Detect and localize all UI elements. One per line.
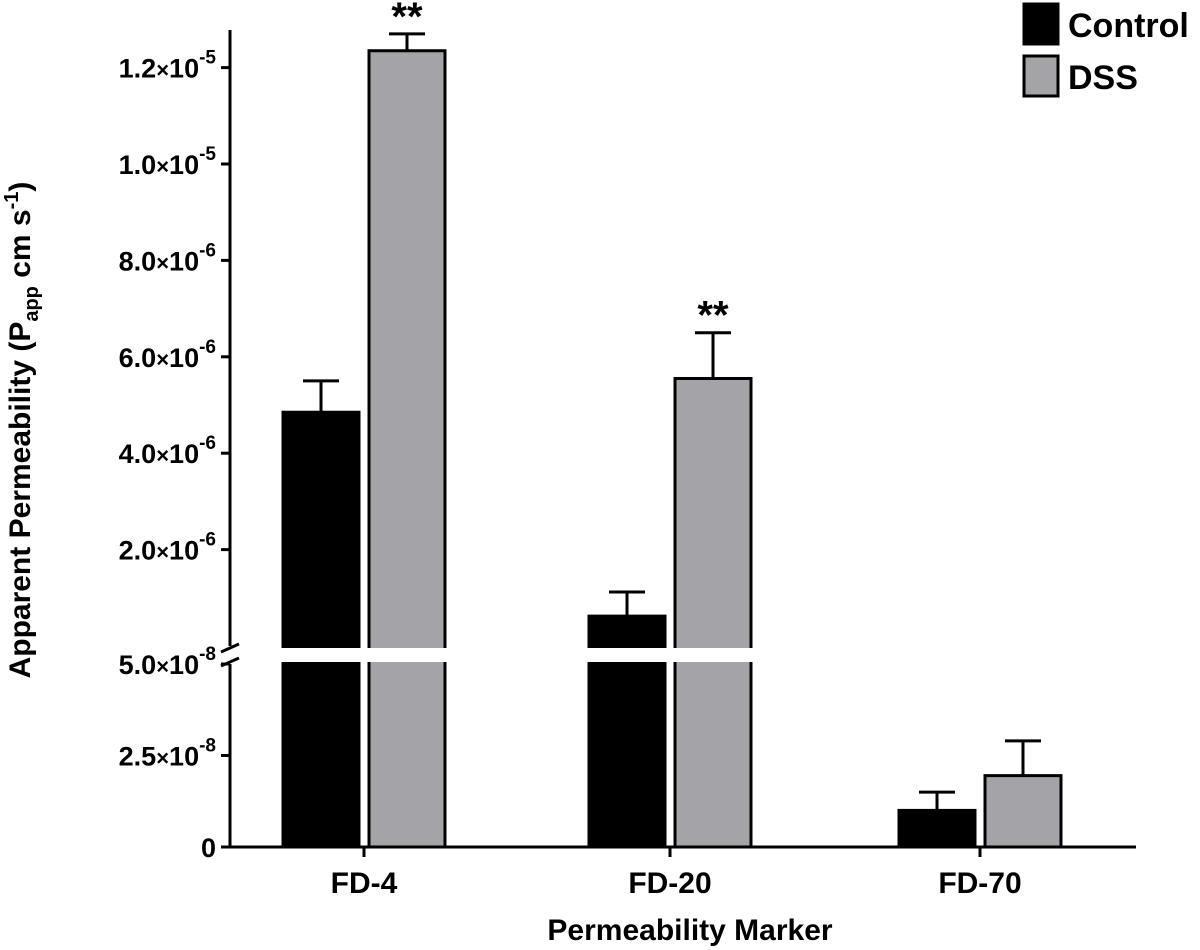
y-tick-label: 2.0×10-6 <box>119 530 216 566</box>
y-tick-label: 4.0×10-6 <box>119 433 216 469</box>
significance-marker: ** <box>391 0 423 39</box>
axis-break-mark-upper <box>220 642 240 654</box>
y-axis-title: Apparent Permeability (Papp cm s-1) <box>1 182 43 679</box>
y-tick-label: 1.0×10-5 <box>119 144 217 180</box>
x-tick-label: FD-4 <box>331 867 398 900</box>
y-tick-label: 0 <box>201 833 216 863</box>
bar-fd-4-dss <box>367 49 447 849</box>
legend-label-dss: DSS <box>1068 59 1138 97</box>
y-tick-label: 2.5×10-8 <box>119 736 216 772</box>
legend-swatch-control <box>1022 2 1060 46</box>
x-tick-label: FD-70 <box>938 867 1021 900</box>
bar-fd-20-dss <box>673 376 753 849</box>
legend-label-control: Control <box>1068 7 1189 45</box>
bar-fd-70-dss <box>983 774 1063 849</box>
x-axis-title: Permeability Marker <box>547 914 832 947</box>
bar-fd-70-control <box>897 808 977 849</box>
legend-swatch-dss <box>1022 54 1060 98</box>
bar-fd-4-control <box>281 410 361 849</box>
y-tick-label: 8.0×10-6 <box>119 240 216 276</box>
y-tick-label: 5.0×10-8 <box>119 644 216 680</box>
axis-break-gap <box>216 648 1036 662</box>
x-tick-label: FD-20 <box>628 867 711 900</box>
y-tick-label: 6.0×10-6 <box>119 337 216 373</box>
significance-marker: ** <box>697 294 729 338</box>
y-tick-label: 1.2×10-5 <box>119 48 217 84</box>
